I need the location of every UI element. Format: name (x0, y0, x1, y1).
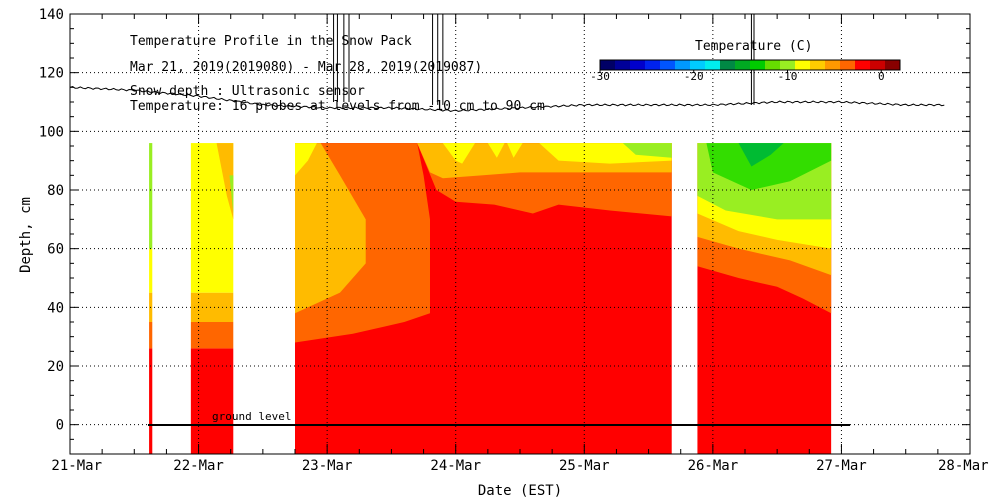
y-tick-label: 60 (47, 242, 64, 258)
snow-depth-spikes (333, 14, 755, 105)
y-tick-label: 120 (39, 66, 64, 82)
axis-ticks: 0 20 40 60 80 100 120 140 21-Mar 22-Mar 23-Mar 24-M… (39, 7, 989, 474)
colorbar-swatch (840, 60, 856, 70)
colorbar-swatch (660, 60, 676, 70)
x-tick-label: 21-Mar (51, 458, 102, 474)
colorbar-tick-label: -10 (778, 70, 798, 83)
chart-title: Temperature Profile in the Snow Pack (130, 34, 412, 49)
colorbar-swatch (750, 60, 766, 70)
colorbar-swatch (600, 60, 616, 70)
snow-depth-line (69, 86, 945, 112)
colorbar: -30 -20 -10 0 (590, 59, 901, 83)
colorbar-tick-label: -20 (684, 70, 704, 83)
x-tick-label: 22-Mar (173, 458, 224, 474)
y-tick-label: 40 (47, 300, 64, 316)
temperature-band (190, 322, 234, 349)
temperature-note: Temperature: 16 probes at levels from -1… (130, 99, 545, 114)
temperature-band (149, 322, 153, 349)
y-tick-label: 100 (39, 124, 64, 140)
colorbar-swatch (855, 60, 871, 70)
colorbar-swatch (780, 60, 796, 70)
colorbar-swatch (675, 60, 691, 70)
temperature-band (442, 143, 475, 164)
x-tick-label: 27-Mar (816, 458, 867, 474)
x-tick-label: 23-Mar (302, 458, 353, 474)
colorbar-swatch (720, 60, 736, 70)
temperature-band (507, 143, 523, 158)
colorbar-tick-label: -30 (590, 70, 610, 83)
colorbar-swatch (630, 60, 646, 70)
temperature-band (229, 175, 234, 214)
colorbar-swatch (765, 60, 781, 70)
colorbar-swatch (645, 60, 661, 70)
y-tick-label: 140 (39, 7, 64, 23)
temperature-band (149, 348, 153, 454)
x-tick-label: 24-Mar (430, 458, 481, 474)
colorbar-label: Temperature (C) (695, 39, 812, 54)
colorbar-swatch (795, 60, 811, 70)
x-axis-label: Date (EST) (478, 483, 562, 499)
colorbar-swatch (735, 60, 751, 70)
temperature-band (295, 143, 317, 176)
temperature-band (738, 143, 784, 167)
snow-depth-note: Snow depth : Ultrasonic sensor (130, 84, 365, 99)
ground-level-label: ground level (212, 410, 291, 423)
temperature-field (149, 143, 832, 455)
y-tick-label: 20 (47, 359, 64, 375)
temperature-band (190, 348, 234, 454)
colorbar-swatch (870, 60, 886, 70)
chart-subtitle: Mar 21, 2019(2019080) - Mar 28, 2019(201… (130, 60, 482, 75)
colorbar-swatch (705, 60, 721, 70)
temperature-band (149, 248, 153, 293)
x-tick-label: 26-Mar (688, 458, 739, 474)
colorbar-swatch (810, 60, 826, 70)
y-tick-label: 0 (56, 418, 64, 434)
colorbar-tick-label: 0 (878, 70, 885, 83)
colorbar-swatch (885, 60, 901, 70)
temperature-band (149, 143, 153, 249)
temperature-band (216, 143, 234, 220)
grid-lines (70, 14, 970, 454)
temperature-band (622, 143, 672, 158)
colorbar-swatch (825, 60, 841, 70)
colorbar-swatch (615, 60, 631, 70)
x-tick-label: 25-Mar (559, 458, 610, 474)
temperature-band (295, 143, 366, 314)
temperature-band (706, 143, 832, 190)
x-tick-label: 28-Mar (938, 458, 989, 474)
y-axis-label: Depth, cm (18, 197, 34, 273)
temperature-band (487, 143, 505, 158)
colorbar-frame (599, 59, 901, 71)
y-tick-label: 80 (47, 183, 64, 199)
colorbar-swatch (690, 60, 706, 70)
